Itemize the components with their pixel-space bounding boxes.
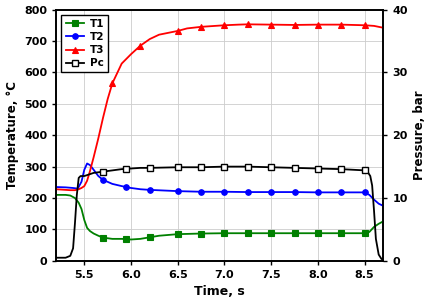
Y-axis label: Temperature, °C: Temperature, °C (6, 81, 19, 189)
Legend: T1, T2, T3, Pc: T1, T2, T3, Pc (61, 15, 108, 72)
Y-axis label: Pressure, bar: Pressure, bar (413, 90, 426, 180)
X-axis label: Time, s: Time, s (194, 285, 245, 299)
